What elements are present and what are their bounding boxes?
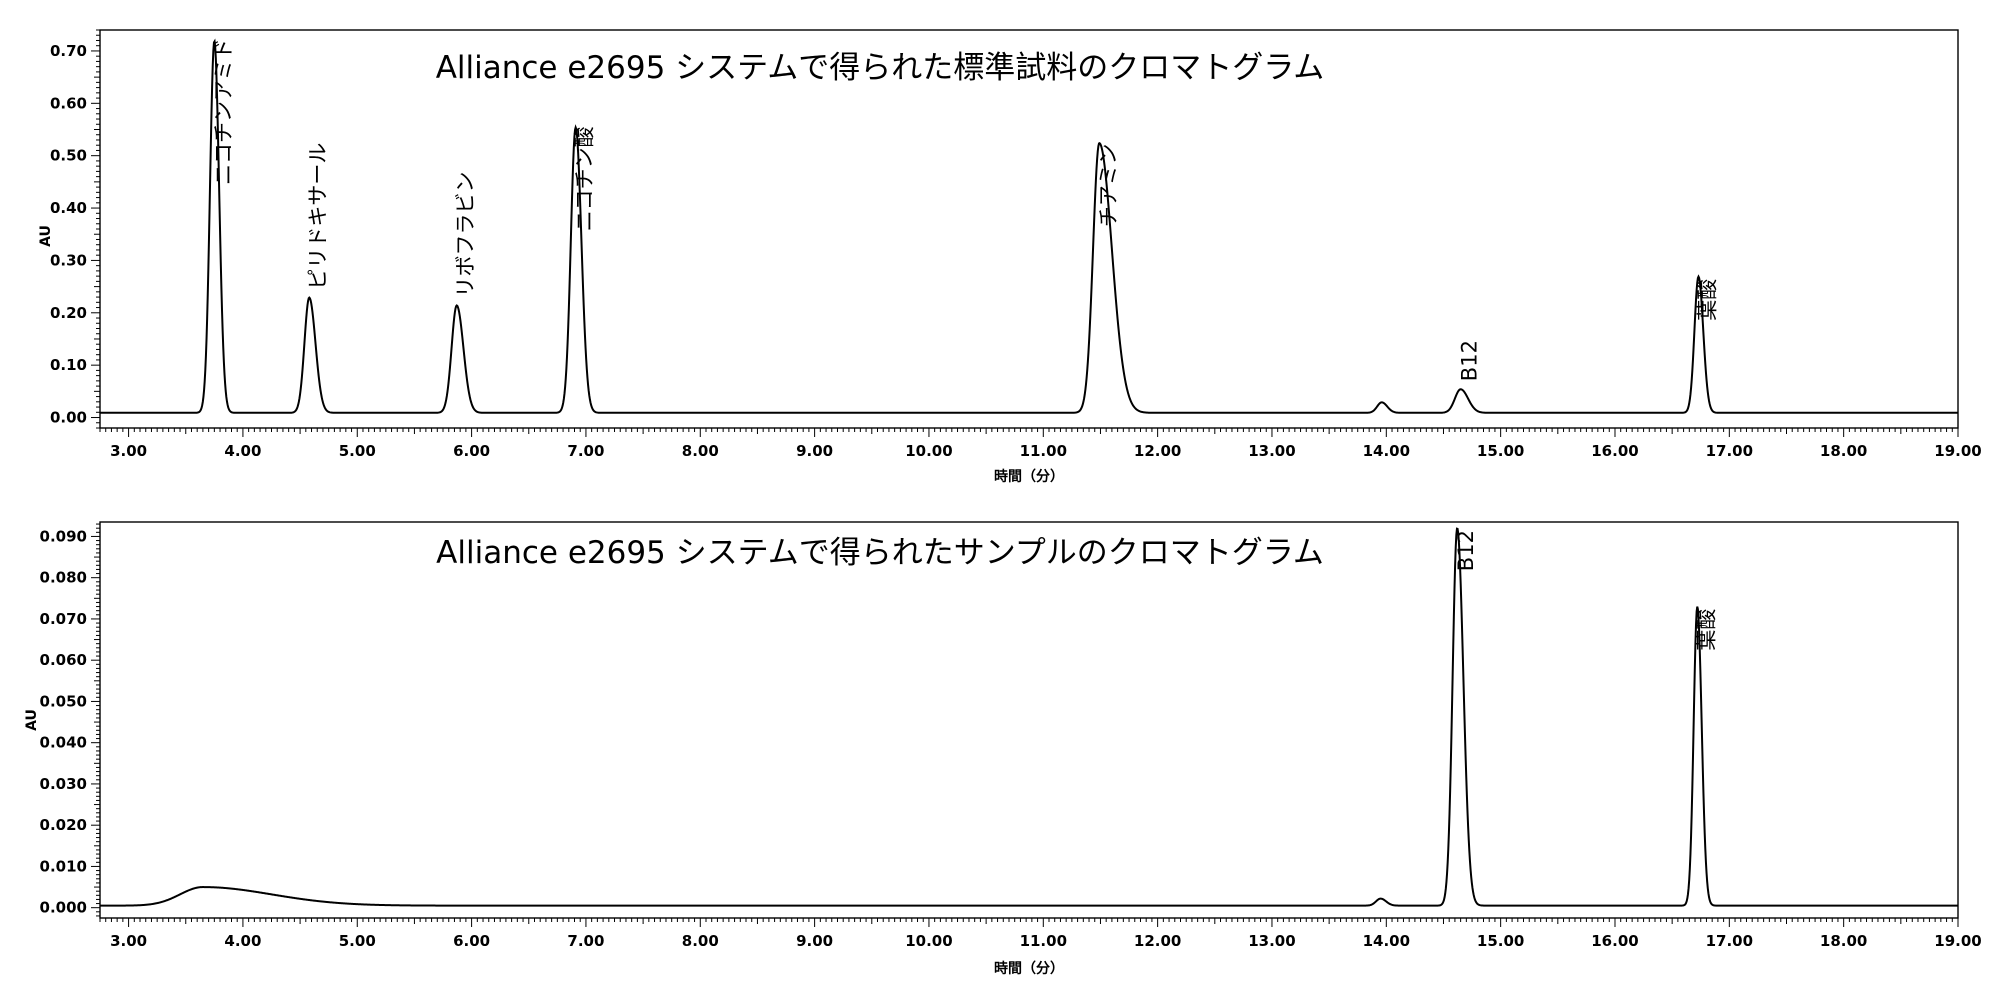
x-tick-label: 9.00 (796, 442, 833, 460)
y-tick-label: 0.060 (40, 651, 87, 669)
y-tick-label: 0.030 (40, 775, 87, 793)
x-tick-label: 18.00 (1820, 932, 1867, 950)
plot-frame (99, 521, 1959, 919)
x-tick-label: 13.00 (1248, 442, 1295, 460)
x-axis: 3.00 4.00 5.00 6.00 7.00 8.00 9.00 10.00 11.00 12… (99, 918, 1982, 950)
x-tick-label: 9.00 (796, 932, 833, 950)
x-tick-label: 16.00 (1591, 442, 1638, 460)
y-tick-label: 0.10 (50, 356, 87, 374)
x-tick-label: 7.00 (567, 932, 604, 950)
y-tick-label: 0.70 (50, 42, 87, 60)
chromatogram-trace (100, 527, 1958, 907)
peak-label: B12 (1454, 530, 1478, 571)
x-tick-label: 3.00 (110, 932, 147, 950)
peak-label: リボフラビン (454, 172, 478, 298)
y-tick-label: 0.010 (40, 857, 87, 875)
y-tick-label: 0.50 (50, 147, 87, 165)
y-tick-label: 0.020 (40, 816, 87, 834)
x-tick-label: 12.00 (1134, 442, 1181, 460)
plot-frame (99, 29, 1959, 429)
peak-label: B12 (1458, 340, 1482, 381)
x-tick-label: 3.00 (110, 442, 147, 460)
x-tick-label: 5.00 (339, 932, 376, 950)
chromatogram-trace (100, 38, 1958, 414)
y-tick-label: 0.070 (40, 610, 87, 628)
x-tick-label: 17.00 (1706, 442, 1753, 460)
y-tick-label: 0.60 (50, 94, 87, 112)
x-tick-label: 10.00 (905, 442, 952, 460)
x-tick-label: 19.00 (1934, 442, 1981, 460)
x-tick-label: 8.00 (682, 932, 719, 950)
peak-label: ニコチン酸 (573, 126, 597, 231)
chart-title: Alliance e2695 システムで得られた標準試料のクロマトグラム (436, 50, 1325, 86)
x-tick-label: 6.00 (453, 932, 490, 950)
y-axis: 0.000 0.010 0.020 0.030 0.040 0.050 0.060 0.070… (40, 523, 100, 917)
x-tick-label: 6.00 (453, 442, 490, 460)
x-tick-label: 18.00 (1820, 442, 1867, 460)
y-tick-label: 0.00 (50, 409, 87, 427)
peak-label: 葉酸 (1694, 609, 1718, 651)
x-tick-label: 4.00 (224, 442, 261, 460)
peak-label: 葉酸 (1696, 279, 1720, 321)
chart-title: Alliance e2695 システムで得られたサンプルのクロマトグラム (436, 535, 1324, 571)
y-axis-title: AU (24, 709, 40, 731)
y-tick-label: 0.30 (50, 251, 87, 269)
x-tick-label: 17.00 (1706, 932, 1753, 950)
x-tick-label: 11.00 (1020, 442, 1067, 460)
peak-label: チアミン (1096, 144, 1120, 228)
x-tick-label: 15.00 (1477, 932, 1524, 950)
y-tick-label: 0.090 (40, 527, 87, 545)
x-tick-label: 8.00 (682, 442, 719, 460)
x-tick-label: 14.00 (1363, 932, 1410, 950)
x-tick-label: 11.00 (1020, 932, 1067, 950)
y-tick-label: 0.050 (40, 692, 87, 710)
x-tick-label: 14.00 (1363, 442, 1410, 460)
x-axis-title: 時間（分） (994, 468, 1064, 485)
y-axis: 0.00 0.10 0.20 0.30 0.40 0.50 0.60 0.70 (50, 29, 100, 429)
x-tick-label: 5.00 (339, 442, 376, 460)
x-tick-label: 16.00 (1591, 932, 1638, 950)
peak-label: ニコチンアミド (211, 38, 235, 185)
x-tick-label: 15.00 (1477, 442, 1524, 460)
peak-label: ピリドキサール (306, 143, 330, 290)
y-axis-title: AU (38, 225, 54, 247)
x-tick-label: 10.00 (905, 932, 952, 950)
x-tick-label: 4.00 (224, 932, 261, 950)
x-tick-label: 19.00 (1934, 932, 1981, 950)
x-axis-title: 時間（分） (994, 960, 1064, 977)
x-tick-label: 12.00 (1134, 932, 1181, 950)
y-tick-label: 0.20 (50, 304, 87, 322)
x-axis: 3.00 4.00 5.00 6.00 7.00 8.00 9.00 10.00 11.00 12… (99, 428, 1982, 460)
sample-chromatogram-panel: 3.00 4.00 5.00 6.00 7.00 8.00 9.00 10.00 11.00 12… (24, 521, 1982, 977)
standard-chromatogram-panel: 3.00 4.00 5.00 6.00 7.00 8.00 9.00 10.00 11.00 12… (38, 29, 1982, 485)
peak-labels: B12 葉酸 (1454, 530, 1718, 651)
y-tick-label: 0.40 (50, 199, 87, 217)
y-tick-label: 0.080 (40, 569, 87, 587)
y-tick-label: 0.040 (40, 734, 87, 752)
y-tick-label: 0.000 (40, 899, 87, 917)
x-tick-label: 13.00 (1248, 932, 1295, 950)
x-tick-label: 7.00 (567, 442, 604, 460)
